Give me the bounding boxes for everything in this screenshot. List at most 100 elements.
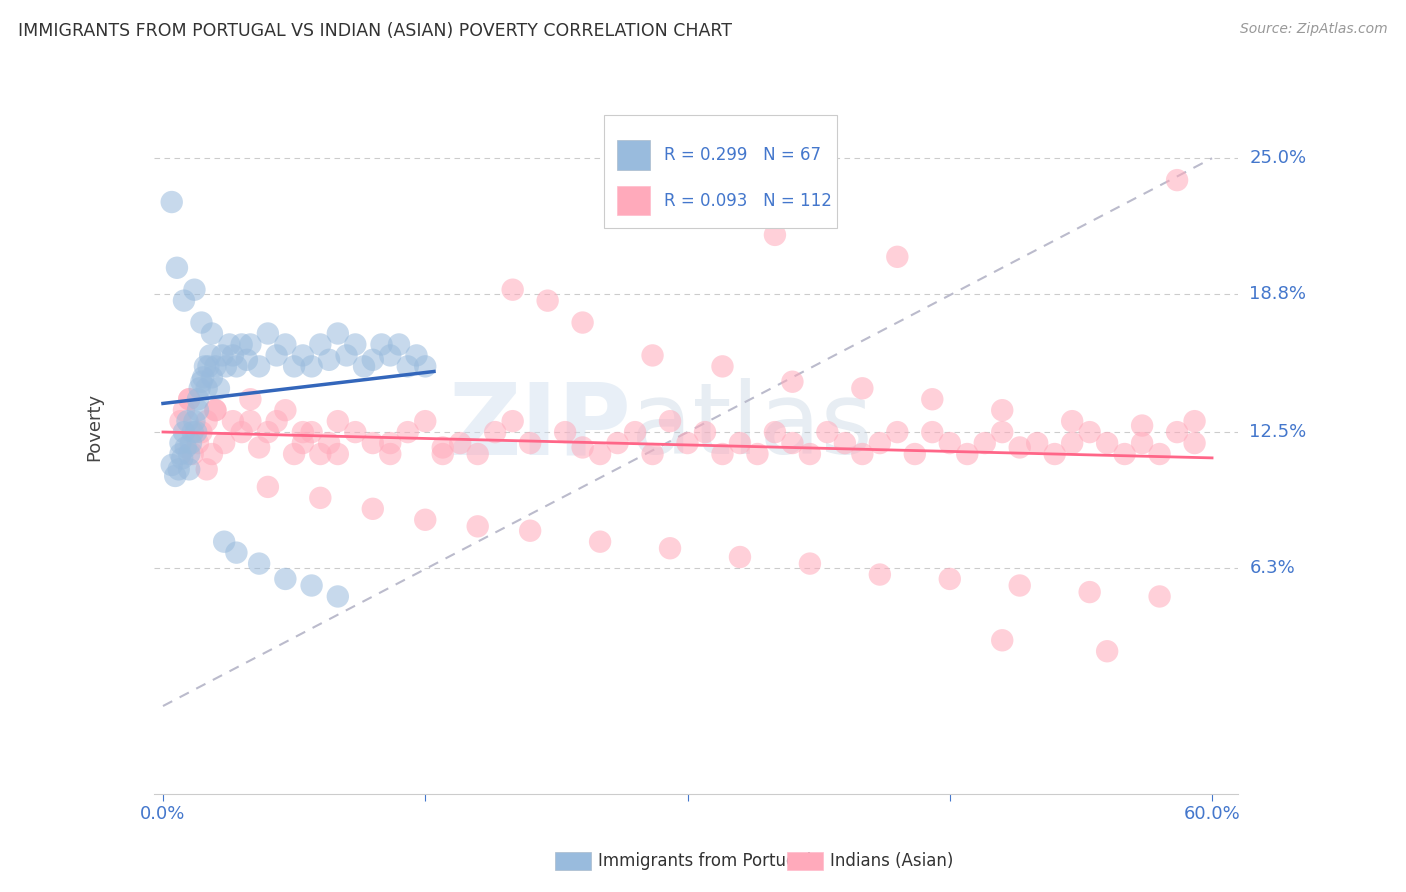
Point <box>956 447 979 461</box>
Point <box>222 348 245 362</box>
Point <box>211 348 233 362</box>
Point <box>301 425 323 439</box>
Point <box>939 572 962 586</box>
Point <box>1008 441 1031 455</box>
Point <box>763 227 786 242</box>
Point <box>291 425 314 439</box>
Point <box>183 414 205 428</box>
Point <box>179 392 201 407</box>
Point <box>1166 173 1188 187</box>
FancyBboxPatch shape <box>617 186 650 215</box>
Point <box>659 414 682 428</box>
Point <box>728 549 751 564</box>
Point <box>782 375 804 389</box>
Point <box>218 337 240 351</box>
Point <box>201 370 224 384</box>
Point <box>624 425 647 439</box>
Point <box>225 359 247 374</box>
Point <box>208 381 231 395</box>
Point <box>502 414 524 428</box>
Point <box>187 392 209 407</box>
Text: Indians (Asian): Indians (Asian) <box>830 852 953 870</box>
Point <box>693 425 716 439</box>
Point <box>1078 425 1101 439</box>
Point <box>204 403 226 417</box>
Text: ZIP: ZIP <box>449 378 631 475</box>
Point <box>169 447 191 461</box>
Point <box>519 524 541 538</box>
Point <box>432 447 454 461</box>
Point <box>353 359 375 374</box>
Point <box>257 326 280 341</box>
Point <box>396 425 419 439</box>
Point <box>166 260 188 275</box>
Point <box>212 534 235 549</box>
Point <box>782 436 804 450</box>
Point <box>939 436 962 450</box>
Point <box>921 392 943 407</box>
Point <box>380 436 402 450</box>
Point <box>165 469 187 483</box>
Point <box>309 447 332 461</box>
Point <box>225 546 247 560</box>
Text: IMMIGRANTS FROM PORTUGAL VS INDIAN (ASIAN) POVERTY CORRELATION CHART: IMMIGRANTS FROM PORTUGAL VS INDIAN (ASIA… <box>18 22 733 40</box>
Point <box>201 326 224 341</box>
Point <box>326 414 349 428</box>
Point <box>236 352 259 367</box>
Point <box>266 348 288 362</box>
Point <box>266 414 288 428</box>
Point <box>1166 425 1188 439</box>
Point <box>197 359 219 374</box>
Text: atlas: atlas <box>631 378 873 475</box>
Point <box>1184 436 1206 450</box>
Point <box>1078 585 1101 599</box>
Point <box>194 359 217 374</box>
Point <box>173 403 195 417</box>
Point <box>291 348 314 362</box>
Text: 6.3%: 6.3% <box>1250 559 1295 577</box>
Point <box>815 425 838 439</box>
Point <box>589 534 612 549</box>
Point <box>467 447 489 461</box>
Point <box>571 316 593 330</box>
Point <box>274 337 297 351</box>
Point <box>589 447 612 461</box>
Point <box>187 436 209 450</box>
Point <box>502 283 524 297</box>
Point <box>1130 418 1153 433</box>
Point <box>747 447 769 461</box>
Point <box>991 425 1014 439</box>
Point <box>1008 578 1031 592</box>
Point <box>180 436 202 450</box>
Point <box>301 359 323 374</box>
Point <box>326 447 349 461</box>
Point <box>309 491 332 505</box>
Point <box>283 447 305 461</box>
Point <box>239 337 262 351</box>
Point <box>201 447 224 461</box>
Point <box>388 337 411 351</box>
Point <box>606 436 628 450</box>
Point <box>257 425 280 439</box>
Point <box>728 436 751 450</box>
Point <box>181 425 204 439</box>
Point <box>973 436 995 450</box>
Point <box>174 441 197 455</box>
Point <box>186 425 208 439</box>
Point <box>991 633 1014 648</box>
Point <box>195 462 218 476</box>
Point <box>834 436 856 450</box>
Point <box>396 359 419 374</box>
Point <box>188 381 211 395</box>
Point <box>799 557 821 571</box>
Point <box>1114 447 1136 461</box>
Point <box>904 447 927 461</box>
Point <box>432 441 454 455</box>
Point <box>413 359 436 374</box>
Point <box>869 436 891 450</box>
Point <box>160 458 183 472</box>
Point <box>326 326 349 341</box>
Text: R = 0.093   N = 112: R = 0.093 N = 112 <box>664 192 831 210</box>
Point <box>659 541 682 556</box>
Point <box>167 462 190 476</box>
